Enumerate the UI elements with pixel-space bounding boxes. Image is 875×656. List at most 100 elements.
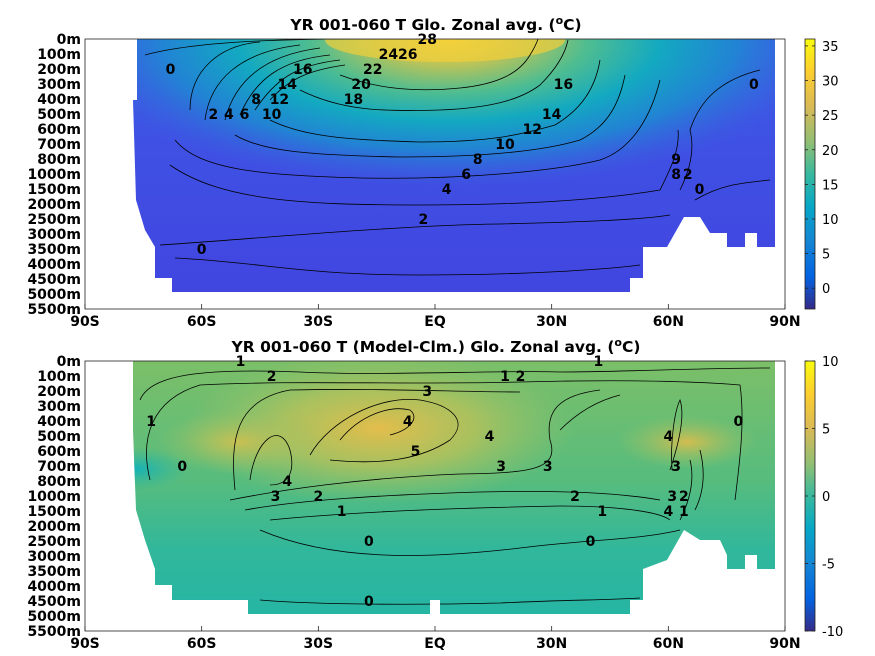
bottom-y-tick-label: 1000m — [27, 489, 81, 505]
bottom-contour-label: 3 — [671, 459, 681, 475]
bottom-x-tick-label: 90N — [769, 636, 800, 652]
top-contour-label: 14 — [277, 77, 297, 93]
bottom-contour-label: 2 — [516, 369, 526, 385]
top-contour-label: 12 — [270, 92, 289, 108]
top-title-text: YR 001-060 T Glo. Zonal avg. ( — [289, 16, 555, 34]
bottom-contour-label: 1 — [679, 504, 689, 520]
bottom-title-sup: o — [614, 336, 622, 349]
bottom-y-tick-label: 1500m — [27, 504, 81, 520]
top-contour-label: 22 — [363, 62, 382, 78]
bottom-contour-label: 4 — [663, 429, 673, 445]
bottom-y-axis: 0m100m200m300m400m500m600m700m800m1000m1… — [27, 354, 81, 640]
top-colorbar: 35 30 25 20 15 10 5 0 — [804, 38, 839, 310]
top-x-tick-label: 30S — [304, 314, 334, 330]
top-y-tick-label: 200m — [37, 62, 81, 78]
bottom-contour-label: 1 — [337, 504, 347, 520]
top-contour-label: 28 — [417, 32, 436, 48]
top-y-tick-label: 600m — [37, 122, 81, 138]
top-contour-labels: 0282624222018161412108642161412108642000… — [166, 32, 759, 258]
bottom-colorbar-gradient — [805, 361, 815, 631]
bottom-contour-label: 4 — [663, 504, 673, 520]
bottom-contour-label: 1 — [593, 354, 603, 370]
top-x-tick-label: 60N — [653, 314, 684, 330]
top-contour-label: 0 — [695, 182, 705, 198]
top-y-tick-label: 500m — [37, 107, 81, 123]
top-y-tick-label: 1000m — [27, 167, 81, 183]
bottom-y-tick-label: 800m — [37, 474, 81, 490]
top-y-tick-label: 300m — [37, 77, 81, 93]
bottom-y-tick-label: 5000m — [27, 609, 81, 625]
top-x-axis: 90S 60S 30S EQ 30N 60N 90N — [70, 304, 801, 330]
bottom-contour-label: 0 — [586, 534, 596, 550]
bottom-contour-label: 0 — [364, 594, 374, 610]
top-y-tick-label: 3500m — [27, 242, 81, 258]
bottom-contour-label: 3 — [667, 489, 677, 505]
bottom-colorbar-tick-label: 10 — [822, 355, 839, 370]
bottom-contour-label: 4 — [282, 474, 292, 490]
bottom-x-tick-label: 60S — [187, 636, 217, 652]
top-contour-label: 14 — [542, 107, 562, 123]
bottom-contour-label: 5 — [411, 444, 421, 460]
top-contour-label: 4 — [224, 107, 234, 123]
top-y-tick-label: 100m — [37, 47, 81, 63]
top-colorbar-tick-label: 30 — [822, 75, 839, 90]
top-y-tick-label: 800m — [37, 152, 81, 168]
bottom-y-tick-label: 0m — [57, 354, 81, 370]
top-y-tick-label: 2500m — [27, 212, 81, 228]
bottom-y-tick-label: 300m — [37, 399, 81, 415]
bottom-contours — [139, 367, 771, 605]
top-contour-label: 16 — [554, 77, 573, 93]
bottom-x-tick-label: 30N — [536, 636, 567, 652]
bottom-contour-label: 4 — [403, 414, 413, 430]
bottom-y-tick-label: 400m — [37, 414, 81, 430]
bottom-contour-label: 1 — [500, 369, 510, 385]
top-contour-label: 20 — [351, 77, 371, 93]
top-contour-label: 6 — [240, 107, 250, 123]
bottom-contour-label: 2 — [267, 369, 277, 385]
bottom-colorbar-ticks: 10 5 0 -5 -10 — [805, 355, 843, 640]
bottom-x-tick-label: 90S — [70, 636, 100, 652]
bottom-x-tick-label: 30S — [304, 636, 334, 652]
top-contour-label: 0 — [197, 242, 207, 258]
top-x-tick-label: 30N — [536, 314, 567, 330]
bottom-contour-label: 2 — [570, 489, 580, 505]
bottom-y-tick-label: 4500m — [27, 594, 81, 610]
top-y-tick-label: 5500m — [27, 302, 81, 318]
bottom-y-tick-label: 4000m — [27, 579, 81, 595]
top-contour-label: 18 — [344, 92, 363, 108]
top-colorbar-tick-label: 25 — [822, 109, 839, 124]
top-contour-label: 8 — [473, 152, 483, 168]
top-x-tick-label: 90S — [70, 314, 100, 330]
bottom-contour-label: 2 — [313, 489, 323, 505]
top-y-tick-label: 700m — [37, 137, 81, 153]
bottom-y-tick-label: 2000m — [27, 519, 81, 535]
bottom-contour-label: 1 — [146, 414, 156, 430]
bottom-contour-label: 1 — [236, 354, 246, 370]
top-y-tick-label: 2000m — [27, 197, 81, 213]
bottom-contour-label: 3 — [271, 489, 281, 505]
top-field — [133, 39, 775, 292]
bottom-y-tick-label: 5500m — [27, 624, 81, 640]
bottom-contour-label: 0 — [364, 534, 374, 550]
top-colorbar-tick-label: 10 — [822, 213, 839, 228]
bottom-colorbar-tick-label: 0 — [822, 490, 830, 505]
bottom-panel: YR 001-060 T (Model-Clm.) Glo. Zonal avg… — [27, 336, 843, 652]
bottom-y-tick-label: 700m — [37, 459, 81, 475]
top-colorbar-tick-label: 15 — [822, 178, 839, 193]
bottom-colorbar-tick-label: -10 — [822, 625, 843, 640]
top-contour-label: 24 — [379, 47, 399, 63]
top-y-tick-label: 400m — [37, 92, 81, 108]
bottom-contour-label: 0 — [733, 414, 743, 430]
bottom-colorbar: 10 5 0 -5 -10 — [804, 355, 843, 640]
top-y-tick-label: 4500m — [27, 272, 81, 288]
bottom-y-tick-label: 2500m — [27, 534, 81, 550]
top-y-tick-label: 5000m — [27, 287, 81, 303]
top-y-tick-label: 0m — [57, 32, 81, 48]
top-colorbar-tick-label: 35 — [822, 40, 839, 55]
top-title-sup: o — [556, 14, 564, 27]
top-colorbar-gradient — [805, 39, 815, 309]
top-contour-label: 9 — [671, 152, 681, 168]
top-contour-label: 8 — [671, 167, 681, 183]
